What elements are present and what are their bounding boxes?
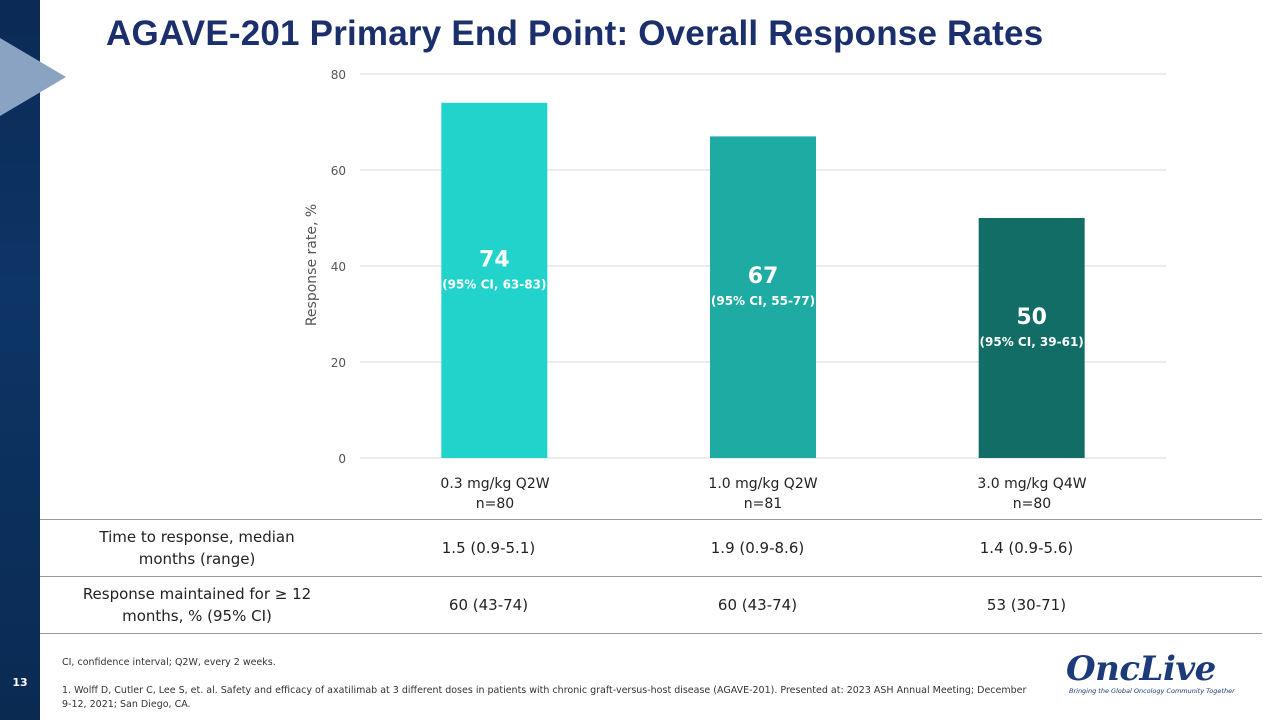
table-cell: 1.4 (0.9-5.6) (892, 519, 1161, 577)
category-label: 3.0 mg/kg Q4W n=80 (922, 474, 1142, 514)
category-name: 1.0 mg/kg Q2W (708, 476, 818, 492)
logo-tagline: Bringing the Global Oncology Community T… (1069, 687, 1235, 695)
y-tick-label: 0 (338, 452, 346, 466)
ci-label: (95% CI, 55-77) (711, 294, 815, 308)
footnote-reference: 1. Wolff D, Cutler C, Lee S, et. al. Saf… (62, 684, 1052, 712)
slide-number: 13 (12, 676, 28, 689)
footnote-reference-line: 1. Wolff D, Cutler C, Lee S, et. al. Saf… (62, 685, 1027, 696)
footnote-reference-line: 9-12, 2021; San Diego, CA. (62, 699, 191, 710)
y-tick-label: 20 (331, 356, 346, 370)
category-name: 3.0 mg/kg Q4W (977, 476, 1087, 492)
table-cell: 60 (43-74) (623, 576, 892, 634)
category-label: 0.3 mg/kg Q2W n=80 (385, 474, 605, 514)
table-row: Time to response, median months (range) … (40, 519, 1262, 577)
table-cell: 53 (30-71) (892, 576, 1161, 634)
ci-label: (95% CI, 63-83) (442, 277, 546, 291)
data-label: 50 (1016, 305, 1047, 330)
bar-chart: 0 20 40 60 80 74 (95% CI, 63-83) 67 (95% CI, 55-… (331, 68, 1166, 466)
bar (441, 102, 548, 459)
table-row: Response maintained for ≥ 12 months, % (… (40, 576, 1262, 634)
row-label-line: months (range) (138, 550, 256, 568)
y-tick-label: 80 (331, 68, 346, 82)
table-cell: 1.5 (0.9-5.1) (354, 519, 623, 577)
y-tick-label: 60 (331, 164, 346, 178)
sidebar-strip (0, 0, 40, 720)
category-n: n=80 (1012, 496, 1052, 512)
logo-wordmark: OncLive (1066, 649, 1216, 689)
ci-label: (95% CI, 39-61) (980, 335, 1084, 349)
bar (978, 218, 1085, 458)
data-label: 74 (479, 247, 510, 272)
table-spacer (1161, 576, 1262, 634)
data-label: 67 (748, 264, 779, 289)
table-cell: 1.9 (0.9-8.6) (623, 519, 892, 577)
table-cell: 60 (43-74) (354, 576, 623, 634)
table-spacer (1161, 519, 1262, 577)
category-n: n=80 (475, 496, 515, 512)
footnote-abbreviations: CI, confidence interval; Q2W, every 2 we… (62, 657, 276, 668)
y-axis-title: Response rate, % (304, 203, 320, 327)
bar (710, 136, 816, 458)
row-label-line: Time to response, median (99, 528, 295, 546)
row-label-line: Response maintained for ≥ 12 (82, 585, 312, 603)
onclive-logo: OncLive Bringing the Global Oncology Com… (1066, 652, 1246, 695)
summary-table: Time to response, median months (range) … (40, 519, 1262, 634)
category-name: 0.3 mg/kg Q2W (440, 476, 550, 492)
slide-title: AGAVE-201 Primary End Point: Overall Res… (106, 14, 1044, 53)
arrow-decoration-icon (0, 38, 66, 116)
row-label: Time to response, median months (range) (40, 519, 354, 577)
category-n: n=81 (743, 496, 783, 512)
y-tick-label: 40 (331, 260, 346, 274)
category-label: 1.0 mg/kg Q2W n=81 (653, 474, 873, 514)
row-label: Response maintained for ≥ 12 months, % (… (40, 576, 354, 634)
row-label-line: months, % (95% CI) (122, 607, 272, 625)
